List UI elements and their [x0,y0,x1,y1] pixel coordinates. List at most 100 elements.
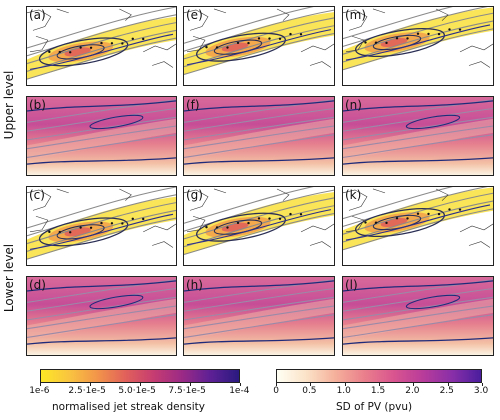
pv-band [27,118,176,160]
density-contour [195,32,287,62]
jet-streak-point [236,41,240,45]
panel-label: (b) [29,98,46,112]
colorbar-tick-label: 7.5·1e-5 [168,386,206,396]
wind-contour [27,37,176,80]
coastline [468,61,491,68]
coastline [435,8,449,21]
jet-streak-point [395,217,399,220]
pv-contour-upper [343,280,493,292]
wind-contour [27,314,176,338]
colorbar-tick-mark [276,383,277,386]
jet-streak-point [364,221,367,224]
coastline [184,189,209,211]
wind-contour [184,197,334,240]
wind-contour [343,7,488,47]
jet-streak-point [79,46,82,49]
pv-contour-loop [405,114,461,130]
wind-contour [184,125,334,150]
wind-contour [343,208,493,251]
density-outline [29,33,174,70]
density-contour [38,217,129,247]
pv-contour-upper [343,100,493,112]
jet-streak-point [448,208,451,211]
coastline [152,61,174,68]
wind-contour [184,287,334,312]
map-svg [27,97,176,175]
colorbar-tick-mark [140,383,141,386]
jet-streak-point [448,28,451,31]
jet-streak-point [278,37,282,40]
jet-streak-point [289,32,292,36]
jet-streak-point [395,37,399,40]
jet-streak-point [236,221,240,225]
density-contour [195,212,287,242]
colorbar-tick-mark [90,383,91,386]
coastline [343,9,368,31]
pv-contour-upper [27,100,176,112]
coastline [27,9,52,31]
jet-streak-point [437,212,441,216]
coastline [184,9,209,31]
pv-contour-lower [27,337,176,345]
coastline [27,189,52,211]
jet-streak-point [131,37,134,40]
wind-contour [343,187,488,227]
colorbar-tick-mark [379,383,380,386]
map-panel-f: (f) [183,96,335,176]
map-panel-k: (k) [342,186,494,266]
jet-streak-point [406,217,409,220]
wind-contour [27,194,176,237]
jet-streak-point [268,217,271,220]
coastline [56,188,69,194]
coastline [56,8,69,14]
jet-streak-point [374,221,378,224]
jet-streak-point [385,41,388,45]
wind-contour [184,134,334,158]
jet-streak-point [416,212,420,215]
colorbar-tick-label: 1.0 [336,386,351,396]
jet-streak-point [299,213,303,216]
coastline [372,188,386,194]
map-svg [27,187,176,260]
coastline-group [27,188,176,248]
colorbar-tick-label: 0.5 [302,386,317,396]
row-label-lower: Lower level [2,243,16,313]
coastline [29,35,49,53]
coastline [29,215,49,233]
wind-contour [343,7,453,40]
panel-label: (k) [345,188,362,202]
wind-contour [184,212,334,255]
colorbar-tick-label: 2.5·1e-5 [68,386,106,396]
colorbar-tick-label: 5.0·1e-5 [118,386,156,396]
colorbar-tick-mark [310,383,312,386]
map-svg [184,7,334,75]
pv-colorbar-title: SD of PV (pvu) [336,401,413,413]
colorbar-tick-label: 1e-6 [29,386,50,396]
coastline [186,35,206,53]
colorbar-tick-label: 2.5 [439,386,454,396]
wind-contour [27,107,176,132]
jet-streak-point [121,42,124,45]
jet-streak-point [416,32,420,35]
pv-band [27,298,176,340]
panel-label: (a) [29,8,46,22]
colorbar-tick-mark [482,383,483,386]
row-label-upper: Upper level [2,70,16,140]
wind-contour [27,202,176,245]
panel-label: (c) [29,188,45,202]
wind-contour [184,305,334,330]
pv-contour-upper [184,100,334,112]
jet-streak-point [458,28,462,31]
coastline [300,223,334,233]
map-svg [343,277,493,355]
coastline [119,8,132,21]
pv-contour-loop [405,294,461,310]
jet-streak-point [406,37,409,40]
wind-contour [343,200,493,243]
pv-contour-upper [184,280,334,292]
wind-contour [343,107,493,132]
pv-contour-lower [343,337,493,345]
jet-streak-point [215,46,219,49]
coastline [345,35,365,53]
jet-streak-point [268,37,271,40]
